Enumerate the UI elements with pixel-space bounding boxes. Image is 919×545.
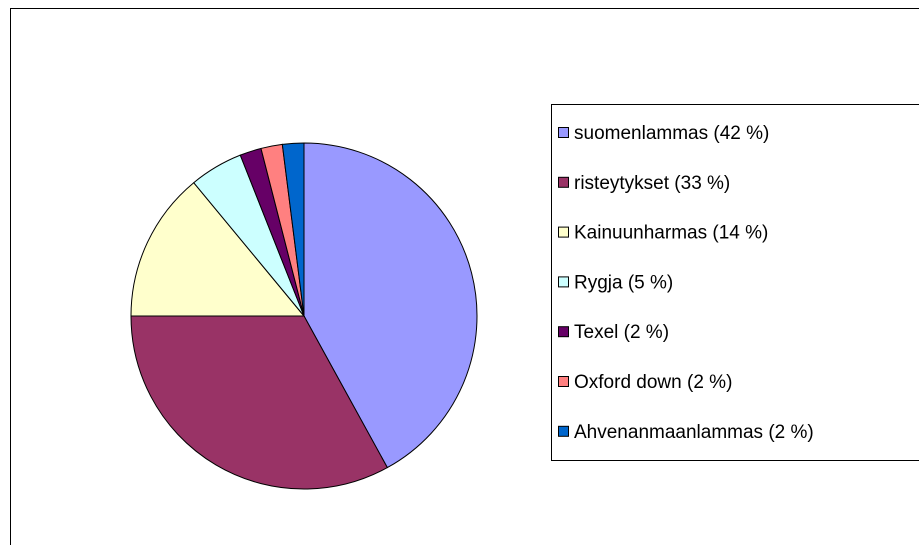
legend-swatch <box>558 127 569 138</box>
legend-swatch <box>558 226 569 238</box>
pie-slice <box>281 142 305 317</box>
pie-slice <box>303 142 478 469</box>
legend-swatch <box>558 326 569 338</box>
legend-label: Rygja (5 %) <box>574 272 673 293</box>
legend-swatch <box>558 276 569 288</box>
legend-label: Texel (2 %) <box>574 322 669 343</box>
legend-label: Oxford down (2 %) <box>574 372 732 393</box>
legend-label: Kainuunharmas (14 %) <box>574 223 768 244</box>
legend-swatch <box>558 176 569 188</box>
pie-slice <box>130 315 389 490</box>
legend-swatch <box>558 376 569 387</box>
pie-slice <box>130 181 306 317</box>
chart-border <box>10 8 919 545</box>
legend-swatch <box>558 425 569 437</box>
legend-border <box>551 104 919 461</box>
legend-label: Ahvenanmaanlammas (2 %) <box>574 422 814 443</box>
legend-label: risteytykset (33 %) <box>574 173 730 194</box>
legend-label: suomenlammas (42 %) <box>574 123 769 144</box>
